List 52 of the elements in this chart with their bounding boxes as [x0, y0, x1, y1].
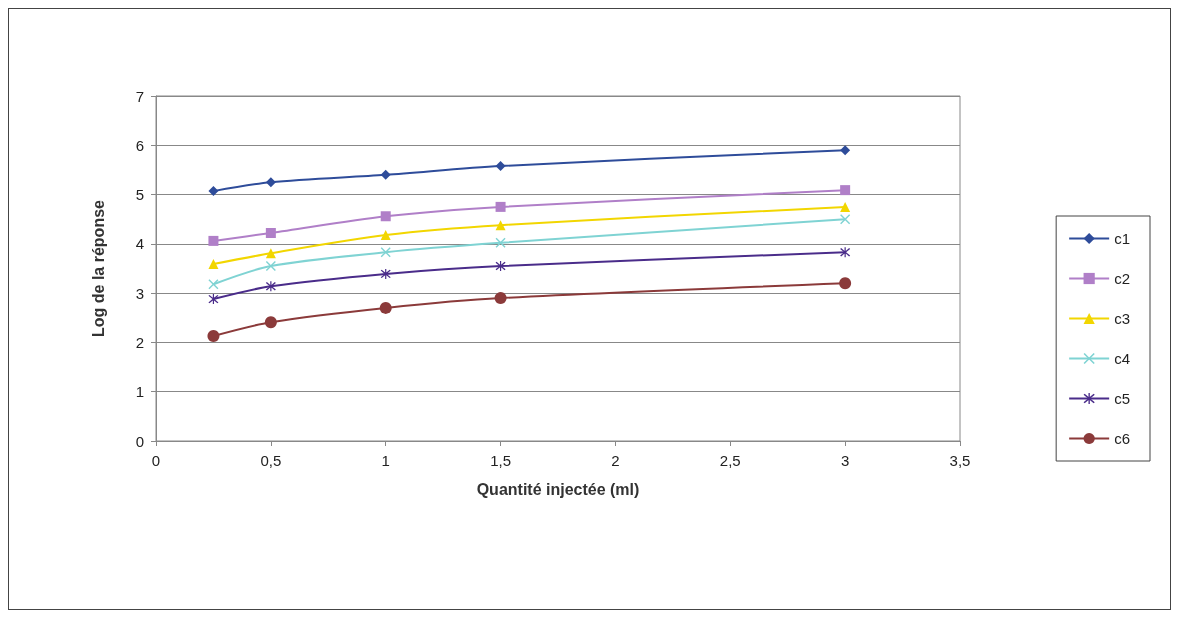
x-tick-label: 2,5	[719, 452, 741, 469]
legend-label: c1	[1114, 230, 1130, 247]
y-axis-title: Log de la réponse	[89, 199, 107, 337]
legend-label: c5	[1114, 390, 1130, 407]
point	[495, 237, 506, 248]
y-tick-label: 2	[135, 333, 144, 351]
x-tick-label: 3,5	[949, 452, 971, 469]
point	[495, 160, 506, 171]
x-tick-label: 1,5	[490, 452, 511, 469]
legend-label: c2	[1114, 270, 1130, 287]
point	[265, 228, 276, 239]
legend-label: c3	[1114, 310, 1130, 327]
x-tick-label: 3	[840, 452, 850, 469]
point	[495, 201, 506, 212]
legend-label: c4	[1114, 350, 1130, 367]
point	[208, 235, 219, 246]
point	[264, 316, 277, 329]
x-tick-label: 0	[151, 452, 161, 469]
y-tick-label: 4	[135, 235, 144, 253]
y-tick-label: 6	[135, 136, 144, 154]
x-tick-label: 1	[381, 452, 390, 469]
point	[840, 247, 851, 258]
y-tick-label: 1	[135, 383, 144, 401]
y-tick-label: 0	[135, 432, 144, 450]
y-tick-label: 3	[135, 284, 144, 302]
point	[379, 301, 392, 314]
point	[265, 261, 276, 272]
point	[380, 268, 391, 279]
point	[208, 186, 219, 197]
point	[380, 211, 391, 222]
point	[494, 292, 507, 305]
point	[840, 185, 851, 196]
point	[495, 220, 506, 231]
point	[208, 279, 219, 290]
point	[380, 229, 391, 240]
point	[380, 247, 391, 258]
point	[840, 145, 851, 156]
x-tick-label: 0,5	[260, 452, 282, 469]
x-tick-label: 2	[611, 452, 620, 469]
point	[840, 214, 851, 225]
point	[380, 169, 391, 180]
y-tick-label: 5	[135, 186, 144, 204]
point	[839, 277, 852, 290]
y-tick-label: 7	[135, 87, 144, 105]
point	[265, 281, 276, 292]
legend-label: c6	[1114, 430, 1130, 447]
point	[840, 201, 851, 212]
x-axis-title: Quantité injectée (ml)	[476, 480, 640, 498]
point	[207, 330, 220, 343]
point	[208, 259, 219, 270]
point	[265, 248, 276, 259]
point	[265, 177, 276, 188]
